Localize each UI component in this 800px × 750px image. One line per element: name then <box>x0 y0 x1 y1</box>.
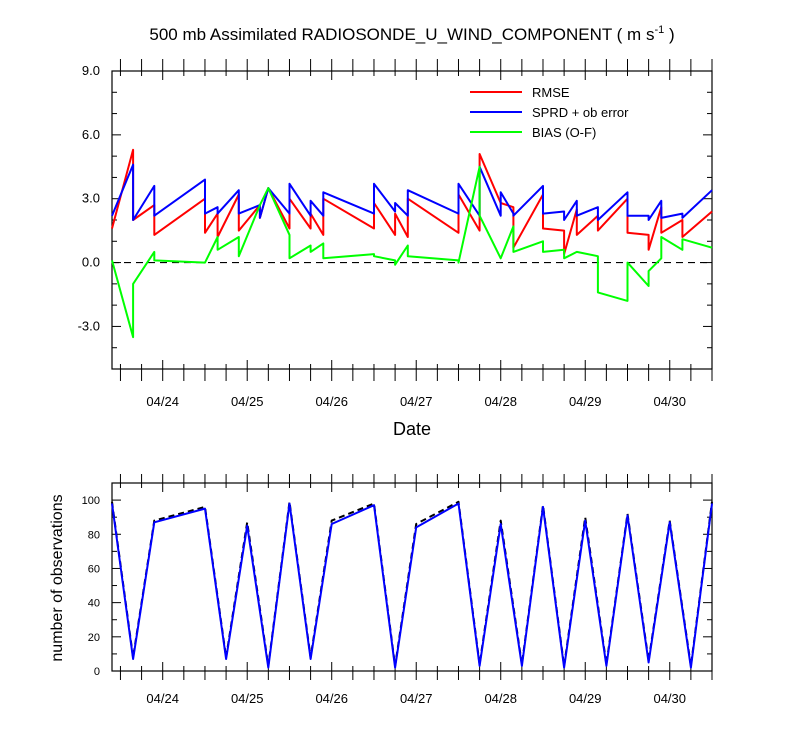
y-tick-label: 6.0 <box>82 127 100 142</box>
y-tick-label: 40 <box>88 598 100 610</box>
x-tick-label: 04/28 <box>484 394 517 409</box>
x-tick-label: 04/30 <box>653 394 686 409</box>
legend-label-spread: SPRD + ob error <box>532 105 629 120</box>
top-plot: 04/24 04/25 04/26 04/27 04/28 04/29 04/30 9.0 6.… <box>78 59 713 409</box>
x-tick-label: 04/29 <box>569 691 602 706</box>
x-tick-label: 04/29 <box>569 394 602 409</box>
plot-frame <box>111 482 713 672</box>
series-line-bias <box>111 165 713 339</box>
x-tick-label: 04/27 <box>400 691 433 706</box>
series-line-obs-possible <box>111 500 713 667</box>
y-tick-label: 60 <box>88 563 100 575</box>
x-tick-label: 04/26 <box>315 691 348 706</box>
chart-title-text: 500 mb Assimilated RADIOSONDE_U_WIND_COM… <box>149 25 654 44</box>
x-tick-label: 04/25 <box>231 394 264 409</box>
x-tick-label: 04/27 <box>400 394 433 409</box>
legend: RMSE SPRD + ob error BIAS (O-F) <box>470 85 629 140</box>
y-tick-label: 20 <box>88 632 100 644</box>
y-tick-label: 100 <box>82 495 100 507</box>
chart-title-suffix: ) <box>664 25 674 44</box>
bottom-plot: 04/24 04/25 04/26 04/27 04/28 04/29 04/30 0 20 40… <box>82 474 713 706</box>
y-tick-label: -3.0 <box>78 318 100 333</box>
x-tick-label: 04/24 <box>146 394 179 409</box>
y-tick-label: 0 <box>94 666 100 678</box>
legend-label-rmse: RMSE <box>532 85 570 100</box>
y-tick-label: 0.0 <box>82 255 100 270</box>
y-axis-label-observations: number of observations <box>49 494 66 661</box>
y-tick-label: 3.0 <box>82 191 100 206</box>
y-tick-label: 80 <box>88 529 100 541</box>
x-tick-label: 04/24 <box>146 691 179 706</box>
x-tick-label: 04/26 <box>315 394 348 409</box>
x-tick-label: 04/28 <box>484 691 517 706</box>
x-axis-label: Date <box>393 419 431 439</box>
chart-title-unit-exponent: -1 <box>654 24 664 36</box>
series-line-obs-assimilated <box>111 502 713 669</box>
y-tick-label: 9.0 <box>82 63 100 78</box>
series-line-rmse <box>111 148 713 256</box>
series-line-spread <box>111 163 713 221</box>
x-tick-label: 04/25 <box>231 691 264 706</box>
legend-label-bias: BIAS (O-F) <box>532 125 596 140</box>
chart-title: 500 mb Assimilated RADIOSONDE_U_WIND_COM… <box>149 24 674 44</box>
x-tick-label: 04/30 <box>653 691 686 706</box>
